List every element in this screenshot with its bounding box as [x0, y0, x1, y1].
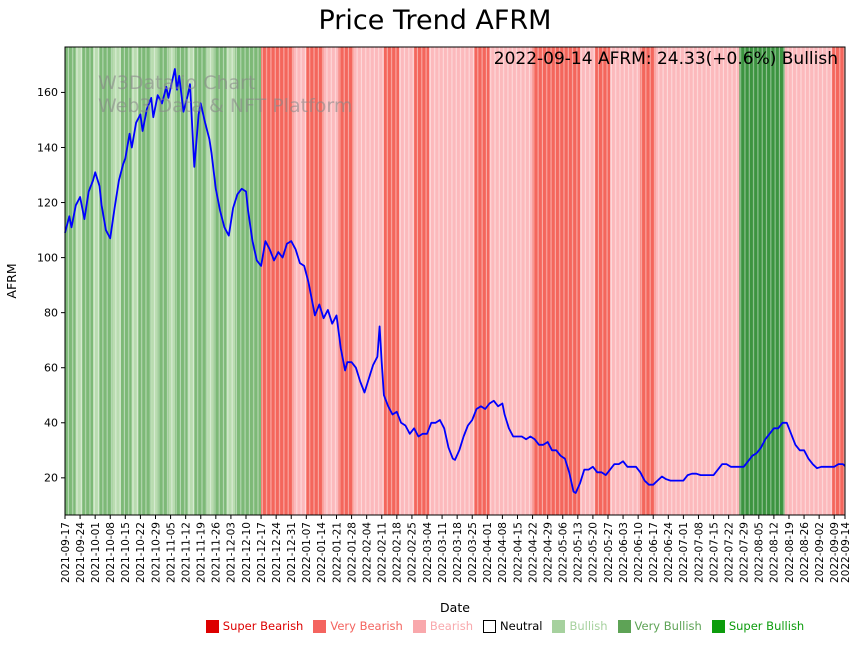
legend-item: Bearish [412, 619, 474, 633]
legend-label: Super Bearish [222, 619, 304, 633]
legend-item: Very Bearish [313, 619, 403, 633]
svg-text:2022-04-01: 2022-04-01 [482, 522, 494, 583]
svg-text:2022-04-08: 2022-04-08 [497, 522, 509, 583]
svg-text:2022-08-19: 2022-08-19 [784, 522, 796, 583]
x-axis-label: Date [440, 600, 470, 615]
svg-text:120: 120 [37, 196, 58, 209]
legend-swatch [313, 619, 327, 633]
svg-text:2022-06-24: 2022-06-24 [663, 522, 675, 583]
legend-swatch [552, 619, 566, 633]
svg-text:100: 100 [37, 251, 58, 264]
svg-text:2022-08-05: 2022-08-05 [754, 522, 766, 583]
svg-text:140: 140 [37, 141, 58, 154]
svg-text:2022-02-25: 2022-02-25 [407, 522, 419, 583]
legend-item: Very Bullish [617, 619, 702, 633]
legend-label: Bullish [569, 619, 608, 633]
legend: Super Bearish Very Bearish Bearish Neutral B… [150, 619, 860, 633]
legend-swatch [617, 619, 631, 633]
svg-text:2022-08-26: 2022-08-26 [799, 522, 811, 583]
svg-text:2022-01-21: 2022-01-21 [331, 522, 343, 583]
svg-text:2022-07-01: 2022-07-01 [678, 522, 690, 583]
svg-text:2022-05-27: 2022-05-27 [603, 522, 615, 583]
legend-swatch [711, 619, 725, 633]
y-axis-label: AFRM [4, 263, 19, 298]
svg-text:2022-01-28: 2022-01-28 [346, 522, 358, 583]
svg-text:2021-10-01: 2021-10-01 [90, 522, 102, 583]
legend-swatch [483, 619, 497, 633]
svg-text:60: 60 [44, 362, 58, 375]
svg-text:2021-11-05: 2021-11-05 [165, 522, 177, 583]
svg-text:2022-07-29: 2022-07-29 [739, 522, 751, 583]
watermark-line2: Web3 Data & NFT Platform [98, 95, 353, 117]
svg-text:40: 40 [44, 417, 58, 430]
svg-text:2022-06-17: 2022-06-17 [648, 522, 660, 583]
svg-text:2022-04-15: 2022-04-15 [512, 522, 524, 583]
legend-swatch [205, 619, 219, 633]
svg-text:2022-05-06: 2022-05-06 [558, 522, 570, 583]
legend-swatch [412, 619, 426, 633]
svg-text:2021-11-12: 2021-11-12 [181, 522, 193, 583]
svg-text:2022-02-04: 2022-02-04 [362, 522, 374, 583]
svg-text:2022-01-07: 2022-01-07 [301, 522, 313, 583]
watermark-line1: W3Data.io Chart [98, 72, 256, 94]
legend-item: Super Bullish [711, 619, 805, 633]
legend-label: Bearish [429, 619, 474, 633]
svg-text:2021-10-29: 2021-10-29 [150, 522, 162, 583]
svg-text:2021-11-26: 2021-11-26 [211, 522, 223, 583]
svg-text:2021-09-24: 2021-09-24 [75, 522, 87, 583]
svg-text:2021-10-08: 2021-10-08 [105, 522, 117, 583]
price-annotation: 2022-09-14 AFRM: 24.33(+0.6%) Bullish [493, 49, 838, 69]
page-title: Price Trend AFRM [318, 5, 552, 36]
legend-item: Neutral [483, 619, 542, 633]
svg-text:2022-06-03: 2022-06-03 [618, 522, 630, 583]
watermark: W3Data.io Chart Web3 Data & NFT Platform [98, 72, 352, 118]
svg-text:2021-12-24: 2021-12-24 [271, 522, 283, 583]
legend-item: Bullish [552, 619, 608, 633]
svg-text:2022-05-20: 2022-05-20 [588, 522, 600, 583]
svg-text:2021-12-03: 2021-12-03 [226, 522, 238, 583]
svg-text:2022-01-14: 2022-01-14 [316, 522, 328, 583]
legend-label: Neutral [500, 619, 543, 633]
svg-text:2021-12-10: 2021-12-10 [241, 522, 253, 583]
svg-text:2021-12-17: 2021-12-17 [256, 522, 268, 583]
svg-text:2021-12-31: 2021-12-31 [286, 522, 298, 583]
svg-text:2022-03-18: 2022-03-18 [452, 522, 464, 583]
legend-label: Super Bullish [728, 619, 805, 633]
svg-text:2022-04-22: 2022-04-22 [527, 522, 539, 583]
svg-text:2022-06-10: 2022-06-10 [633, 522, 645, 583]
svg-text:2022-02-18: 2022-02-18 [392, 522, 404, 583]
svg-text:80: 80 [44, 306, 58, 319]
svg-text:2022-03-04: 2022-03-04 [422, 522, 434, 583]
svg-text:2021-10-22: 2021-10-22 [135, 522, 147, 583]
svg-text:160: 160 [37, 86, 58, 99]
svg-text:2022-08-12: 2022-08-12 [769, 522, 781, 583]
svg-text:2022-09-14: 2022-09-14 [840, 522, 852, 583]
svg-text:20: 20 [44, 472, 58, 485]
svg-text:2021-10-15: 2021-10-15 [120, 522, 132, 583]
legend-label: Very Bullish [634, 619, 702, 633]
svg-text:2021-11-19: 2021-11-19 [196, 522, 208, 583]
svg-text:2022-04-29: 2022-04-29 [543, 522, 555, 583]
svg-text:2022-03-25: 2022-03-25 [467, 522, 479, 583]
svg-text:2022-05-13: 2022-05-13 [573, 522, 585, 583]
svg-text:2022-03-11: 2022-03-11 [437, 522, 449, 583]
svg-text:2022-09-09: 2022-09-09 [829, 522, 841, 583]
svg-text:2022-07-22: 2022-07-22 [723, 522, 735, 583]
svg-text:2022-09-02: 2022-09-02 [814, 522, 826, 583]
svg-text:2022-02-11: 2022-02-11 [377, 522, 389, 583]
svg-text:2021-09-17: 2021-09-17 [60, 522, 72, 583]
svg-text:2022-07-08: 2022-07-08 [693, 522, 705, 583]
legend-label: Very Bearish [330, 619, 403, 633]
svg-text:2022-07-15: 2022-07-15 [708, 522, 720, 583]
legend-item: Super Bearish [205, 619, 304, 633]
